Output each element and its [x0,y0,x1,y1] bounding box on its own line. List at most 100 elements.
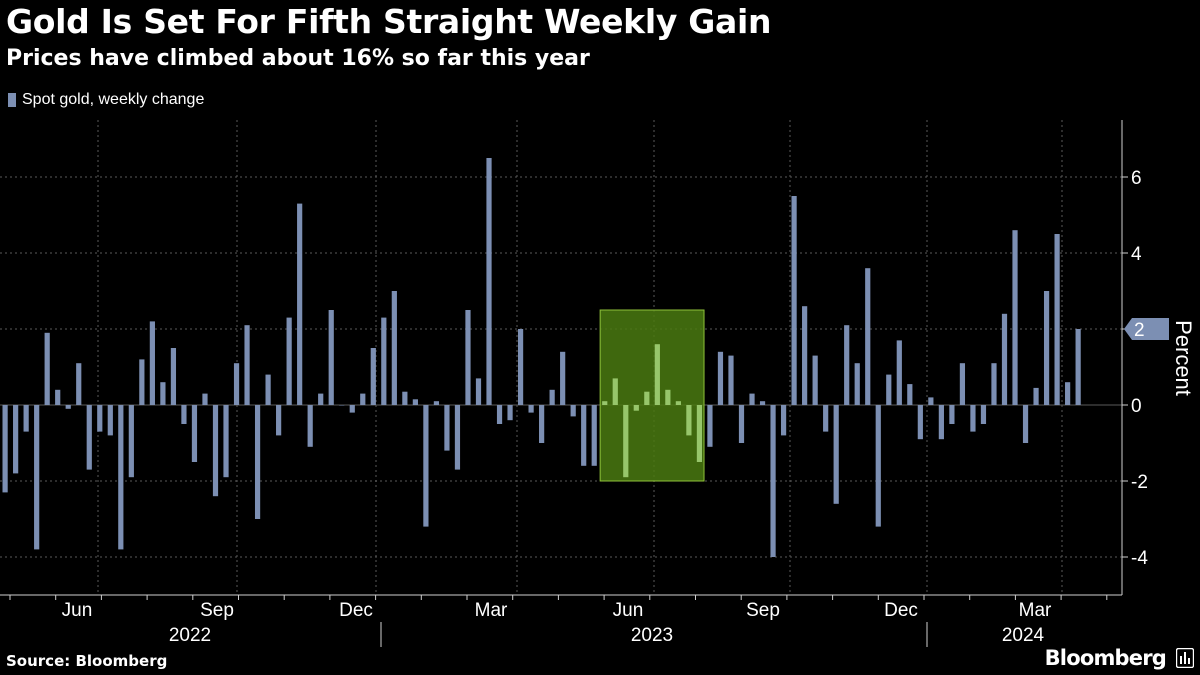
bar [86,405,92,470]
bar [896,340,902,405]
bar [170,348,177,405]
bar [928,397,934,405]
bar [875,405,881,527]
bar [233,363,240,405]
bar [402,391,408,405]
bar [886,374,892,405]
bar [349,405,355,413]
bar [549,389,555,405]
bar [980,405,987,424]
x-tick-label: Mar [1019,600,1052,621]
last-value-label: 2 [1134,320,1145,341]
bar [44,332,50,405]
bar [833,405,839,504]
bar [865,268,871,405]
bar [507,405,513,421]
bar [265,374,271,405]
bar [707,405,713,447]
bar [907,384,913,405]
bar [465,310,471,405]
bar [1065,382,1071,405]
bar [917,405,923,440]
bar [276,405,282,436]
legend-label: Spot gold, weekly change [22,91,205,108]
year-label: 2022 [169,625,211,646]
bar [938,405,944,440]
bar [738,405,745,443]
bar [496,405,503,424]
bar [1043,291,1050,405]
bar [370,348,376,405]
legend: Spot gold, weekly change [8,91,204,109]
bar [160,382,166,405]
bar [644,391,650,405]
bar [991,363,997,405]
bar [1012,230,1018,405]
bar [97,405,103,432]
x-tick-label: Jun [62,600,93,621]
bar [286,317,292,405]
bar [602,401,608,405]
bar [770,405,776,557]
y-tick-label: -4 [1131,548,1148,569]
bar [970,405,976,432]
bar [791,196,797,405]
y-tick-label: 6 [1131,168,1142,189]
bar [528,405,534,413]
bar [749,393,755,405]
x-tick-label: Jun [613,600,644,621]
bar [381,317,387,405]
bar [65,405,71,409]
bar [475,378,482,405]
bar [612,378,618,405]
bar [812,355,818,405]
bar [844,325,850,405]
bar [223,405,229,478]
bar [759,401,766,405]
x-tick-label: Dec [339,600,373,621]
bar [717,351,724,405]
bar [360,393,366,405]
x-tick-label: Dec [884,600,918,621]
bar [423,405,429,527]
x-tick-label: Mar [475,600,508,621]
bar [780,405,787,436]
bar [433,401,440,405]
bar [454,405,461,470]
bar [1033,387,1039,405]
y-tick-label: -2 [1131,472,1148,493]
bloomberg-terminal-icon [1176,648,1194,668]
bar [191,405,198,462]
year-label: 2024 [1002,625,1045,646]
bar [339,405,345,406]
bar [675,401,681,405]
bar [76,363,82,405]
chart-title: Gold Is Set For Fifth Straight Weekly Ga… [6,2,772,41]
bar [570,405,576,417]
bar [696,405,703,462]
bar [728,355,734,405]
bar [307,405,313,447]
bar [328,310,334,405]
bar [1075,329,1081,405]
bar [107,405,113,436]
bar [1001,313,1008,405]
bar [686,405,692,436]
bar [254,405,261,519]
bar [297,203,303,405]
bar [949,405,955,424]
bar [181,405,187,424]
bar [1022,405,1029,443]
y-axis-title: Percent [1171,320,1196,396]
bar [391,291,397,405]
bar [212,405,219,497]
bar [802,306,808,405]
bar [202,393,208,405]
brand-wordmark: Bloomberg [1044,646,1167,670]
bar [560,351,566,405]
bar [13,405,19,474]
bar [318,393,324,405]
bar [128,405,134,478]
legend-swatch [8,93,16,107]
